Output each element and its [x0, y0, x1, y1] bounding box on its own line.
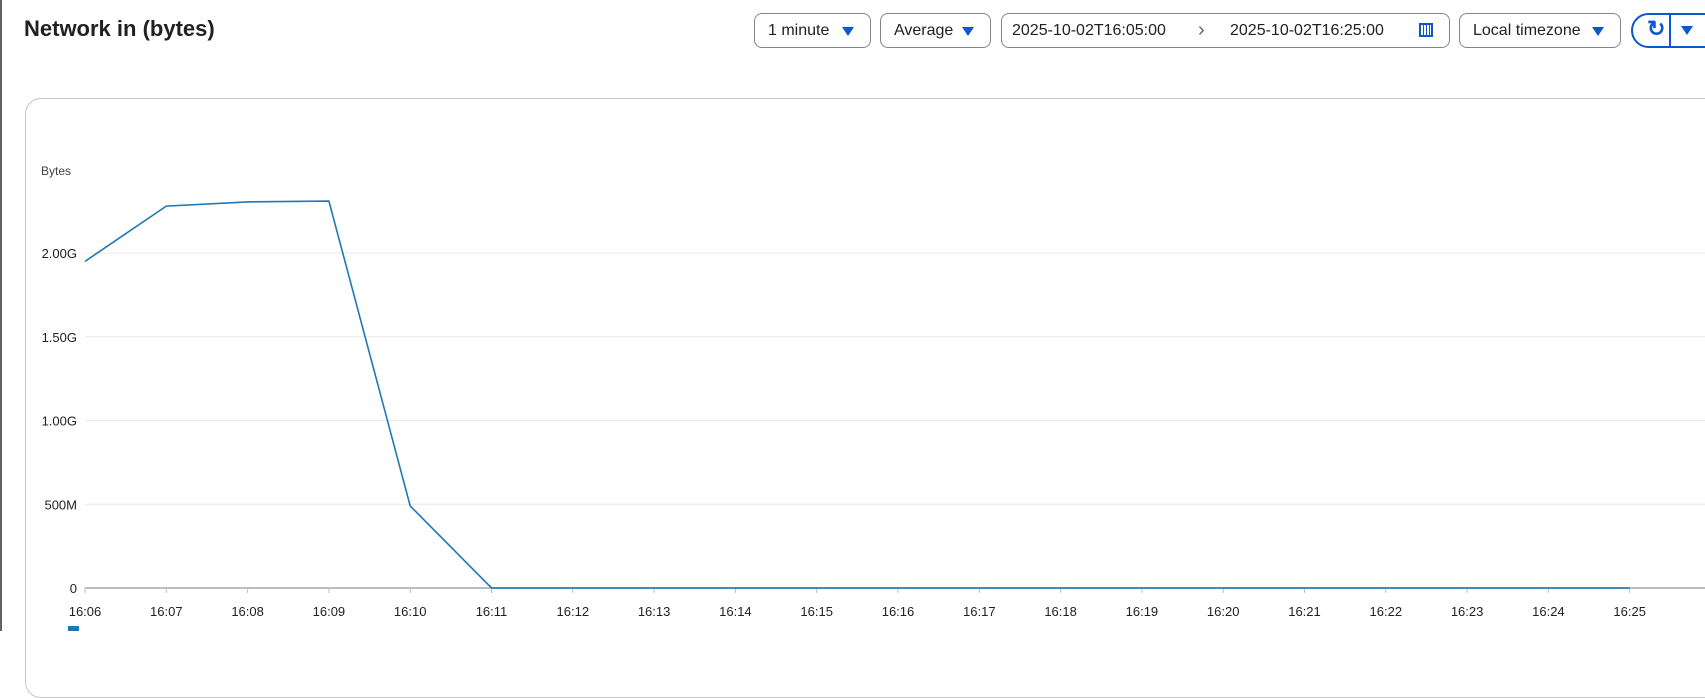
x-tick-label: 16:13 [638, 604, 671, 619]
y-tick-label: 2.00G [42, 246, 77, 261]
x-tick-label: 16:09 [313, 604, 346, 619]
x-tick-label: 16:06 [69, 604, 102, 619]
x-tick-label: 16:17 [963, 604, 996, 619]
x-tick-label: 16:16 [882, 604, 915, 619]
y-tick-label: 1.00G [42, 414, 77, 429]
x-tick-label: 16:11 [476, 604, 508, 619]
x-tick-label: 16:20 [1207, 604, 1240, 619]
x-tick-label: 16:21 [1288, 604, 1321, 619]
x-tick-label: 16:18 [1044, 604, 1077, 619]
x-tick-label: 16:24 [1532, 604, 1565, 619]
x-tick-label: 16:23 [1451, 604, 1484, 619]
legend-swatch[interactable] [68, 626, 79, 631]
x-tick-label: 16:08 [231, 604, 264, 619]
y-axis-label: Bytes [41, 164, 71, 178]
y-tick-label: 500M [44, 497, 77, 512]
x-tick-label: 16:10 [394, 604, 427, 619]
x-tick-label: 16:14 [719, 604, 752, 619]
x-tick-label: 16:22 [1370, 604, 1403, 619]
line-chart: Bytes 0 500M 1.00G 1.50G 2.00G 16:06 16:07 16:0… [0, 0, 1705, 631]
x-tick-label: 16:07 [150, 604, 183, 619]
x-tick-label: 16:25 [1613, 604, 1646, 619]
y-tick-label: 0 [70, 581, 77, 596]
series-line[interactable] [85, 201, 1630, 588]
y-tick-label: 1.50G [42, 330, 77, 345]
x-tick-label: 16:19 [1126, 604, 1159, 619]
x-tick-label: 16:15 [800, 604, 833, 619]
x-tick-label: 16:12 [557, 604, 590, 619]
